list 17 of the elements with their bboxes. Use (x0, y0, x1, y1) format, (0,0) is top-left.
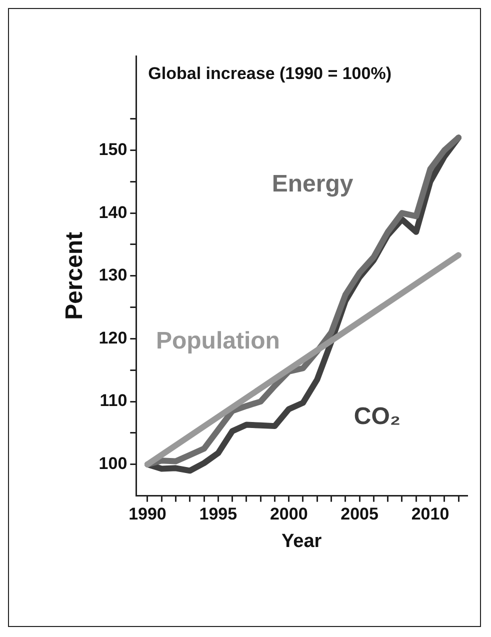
series-label: Population (156, 327, 280, 354)
y-axis-title: Percent (61, 232, 88, 320)
y-tick-label: 130 (98, 266, 128, 285)
y-tick-label: 110 (100, 391, 128, 410)
y-tick-label: 100 (98, 454, 128, 474)
text: Energy (272, 170, 354, 198)
x-tick-label: 2010 (411, 504, 450, 524)
y-tick-label: 140 (98, 202, 128, 222)
x-tick-label: 2005 (340, 504, 378, 524)
x-axis-title: Year (282, 530, 322, 552)
x-tick-label: 1990 (128, 504, 166, 524)
x-tick-label: 1995 (199, 504, 238, 524)
x-tick-label: 2000 (270, 504, 308, 524)
y-tick-label: 150 (98, 140, 128, 159)
text: Global increase (1990 = 100%) (148, 64, 392, 84)
series-label: CO₂ (354, 402, 401, 430)
y-tick-label: 120 (98, 328, 128, 348)
